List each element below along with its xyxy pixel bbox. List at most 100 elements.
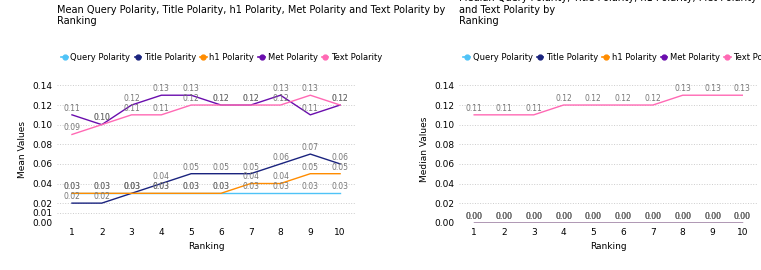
Text: 0.11: 0.11 [466,104,482,113]
Text: 0.00: 0.00 [645,212,661,221]
Text: 0.03: 0.03 [212,182,229,191]
Text: 0.04: 0.04 [242,172,260,181]
Text: 0.11: 0.11 [153,104,170,113]
Text: 0.00: 0.00 [615,212,632,221]
Text: 0.00: 0.00 [466,212,482,221]
Text: 0.13: 0.13 [153,84,170,93]
Text: 0.03: 0.03 [153,182,170,191]
Text: 0.00: 0.00 [555,212,572,221]
Text: 0.02: 0.02 [94,192,110,201]
Text: 0.00: 0.00 [734,212,751,221]
Text: 0.11: 0.11 [495,104,512,113]
Legend: Query Polarity, Title Polarity, h1 Polarity, Met Polarity, Text Polarity: Query Polarity, Title Polarity, h1 Polar… [61,53,382,62]
Text: 0.11: 0.11 [64,104,81,113]
Text: 0.03: 0.03 [183,182,199,191]
Text: 0.00: 0.00 [704,212,721,221]
Text: 0.13: 0.13 [734,84,751,93]
Text: 0.03: 0.03 [94,182,110,191]
Text: 0.00: 0.00 [615,212,632,221]
Text: 0.03: 0.03 [272,182,289,191]
Text: 0.12: 0.12 [212,94,229,103]
Text: Median Query Polarity, Title Polarity, h1 Polarity, Met Polarity and Text Polari: Median Query Polarity, Title Polarity, h… [460,0,757,26]
Text: Mean Query Polarity, Title Polarity, h1 Polarity, Met Polarity and Text Polarity: Mean Query Polarity, Title Polarity, h1 … [57,5,445,26]
Text: 0.11: 0.11 [302,104,319,113]
Text: 0.00: 0.00 [674,212,691,221]
Text: 0.04: 0.04 [153,172,170,181]
Text: 0.03: 0.03 [153,182,170,191]
Text: 0.13: 0.13 [302,84,319,93]
Text: 0.03: 0.03 [63,182,81,191]
Text: 0.00: 0.00 [525,212,543,221]
Text: 0.03: 0.03 [332,182,349,191]
Text: 0.05: 0.05 [212,163,229,171]
Text: 0.12: 0.12 [183,94,199,103]
Text: 0.12: 0.12 [332,94,349,103]
Text: 0.00: 0.00 [645,212,661,221]
Text: 0.00: 0.00 [525,212,543,221]
Text: 0.00: 0.00 [585,212,602,221]
Text: 0.12: 0.12 [645,94,661,103]
Text: 0.00: 0.00 [585,212,602,221]
Text: 0.05: 0.05 [183,163,199,171]
Text: 0.00: 0.00 [674,212,691,221]
Text: 0.12: 0.12 [556,94,572,103]
Text: 0.00: 0.00 [555,212,572,221]
Text: 0.03: 0.03 [63,182,81,191]
Text: 0.00: 0.00 [525,212,543,221]
Text: 0.00: 0.00 [734,212,751,221]
Text: 0.00: 0.00 [734,212,751,221]
Y-axis label: Mean Values: Mean Values [18,121,27,178]
Text: 0.00: 0.00 [615,212,632,221]
Text: 0.05: 0.05 [302,163,319,171]
Text: 0.12: 0.12 [615,94,632,103]
Text: 0.00: 0.00 [645,212,661,221]
Text: 0.12: 0.12 [585,94,602,103]
X-axis label: Ranking: Ranking [188,242,224,251]
Text: 0.12: 0.12 [242,94,259,103]
Text: 0.12: 0.12 [242,94,259,103]
Text: 0.12: 0.12 [332,94,349,103]
Text: 0.00: 0.00 [645,212,661,221]
Text: 0.12: 0.12 [272,94,289,103]
Text: 0.03: 0.03 [242,182,260,191]
Text: 0.03: 0.03 [123,182,140,191]
Text: 0.06: 0.06 [272,153,289,162]
Text: 0.03: 0.03 [302,182,319,191]
Text: 0.06: 0.06 [332,153,349,162]
Text: 0.00: 0.00 [704,212,721,221]
Text: 0.13: 0.13 [272,84,289,93]
Text: 0.00: 0.00 [704,212,721,221]
Text: 0.00: 0.00 [674,212,691,221]
Text: 0.12: 0.12 [123,94,140,103]
Text: 0.00: 0.00 [734,212,751,221]
Text: 0.12: 0.12 [212,94,229,103]
Text: 0.13: 0.13 [704,84,721,93]
Text: 0.11: 0.11 [525,104,542,113]
Text: 0.00: 0.00 [466,212,482,221]
Text: 0.03: 0.03 [94,182,110,191]
Legend: Query Polarity, Title Polarity, h1 Polarity, Met Polarity, Text Polarity: Query Polarity, Title Polarity, h1 Polar… [463,53,761,62]
Text: 0.07: 0.07 [302,143,319,152]
Text: 0.00: 0.00 [555,212,572,221]
Text: 0.13: 0.13 [674,84,691,93]
Text: 0.03: 0.03 [212,182,229,191]
Text: 0.04: 0.04 [272,172,289,181]
Text: 0.11: 0.11 [123,104,140,113]
Text: 0.10: 0.10 [94,113,110,123]
Text: 0.00: 0.00 [555,212,572,221]
Text: 0.00: 0.00 [674,212,691,221]
Text: 0.05: 0.05 [242,163,260,171]
Text: 0.09: 0.09 [63,123,81,132]
Text: 0.00: 0.00 [495,212,512,221]
Text: 0.03: 0.03 [123,182,140,191]
Text: 0.00: 0.00 [704,212,721,221]
Text: 0.05: 0.05 [332,163,349,171]
Text: 0.02: 0.02 [63,192,81,201]
Text: 0.00: 0.00 [585,212,602,221]
Text: 0.10: 0.10 [94,113,110,123]
Text: 0.00: 0.00 [466,212,482,221]
Text: 0.00: 0.00 [525,212,543,221]
Y-axis label: Median Values: Median Values [420,116,428,182]
Text: 0.00: 0.00 [495,212,512,221]
Text: 0.03: 0.03 [123,182,140,191]
